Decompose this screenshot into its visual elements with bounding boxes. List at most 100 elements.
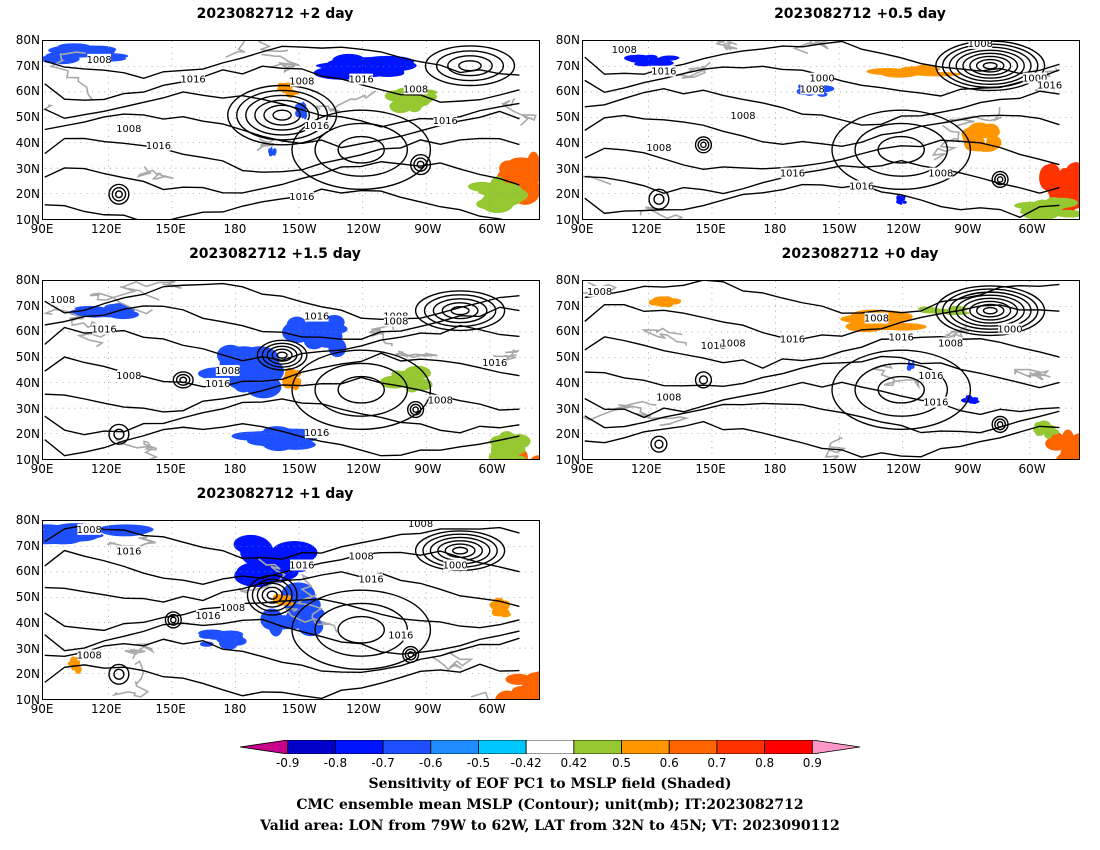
contour-label-bg	[196, 610, 220, 621]
contour-isobar	[402, 645, 420, 664]
lon-axis-labels: 90E 120E 150E 180 150W 120W 90W 60W	[31, 222, 540, 236]
contour-isobar	[44, 282, 520, 320]
contour-label-bg	[721, 337, 745, 349]
contour-isobar	[996, 176, 1004, 183]
sensitivity-shade	[1045, 424, 1055, 433]
sensitivity-shade	[920, 310, 947, 314]
contour-label: 1016	[304, 312, 329, 323]
contour-label: 1016	[1037, 80, 1062, 91]
sensitivity-shade	[229, 633, 244, 644]
colorbar-tick-label: 0.6	[659, 756, 679, 770]
lat-axis-labels: 80N 70N 60N 50N 40N 30N 20N 10N	[540, 33, 580, 227]
lat-tick-label: 20N	[555, 427, 580, 442]
contour-label-bg	[701, 340, 726, 352]
colorbar-tick-label: -0.7	[371, 756, 395, 770]
contour-isobar	[261, 342, 303, 368]
contour-isobar	[423, 294, 497, 328]
map-canvas: 1008101610081000100810081016101610081000…	[583, 41, 1079, 219]
contour-isobar	[314, 362, 409, 417]
contour-isobar	[948, 291, 1032, 330]
lon-tick-label: 150W	[821, 462, 857, 476]
contour-label: 1016	[304, 121, 329, 132]
sensitivity-shade	[968, 122, 991, 137]
contour-isobar	[409, 154, 432, 176]
lon-tick-label: 90W	[414, 222, 442, 236]
contour-label-bg	[92, 323, 116, 335]
contour-label: 1008	[968, 41, 993, 50]
contour-label-bg	[998, 323, 1022, 335]
lat-tick-label: 70N	[15, 58, 40, 73]
colorbar-tick-label: 0.5	[611, 756, 632, 770]
contour-isobar	[654, 439, 664, 449]
sensitivity-shade	[57, 43, 91, 50]
contour-isobar	[412, 406, 419, 413]
contour-label-bg	[482, 357, 507, 369]
coastline	[715, 41, 738, 51]
sensitivity-shade	[505, 673, 532, 685]
colorbar-tick-label: -0.6	[419, 756, 443, 770]
lon-tick-label: 150E	[155, 222, 186, 236]
coastline	[369, 324, 395, 347]
contour-isobar	[167, 613, 180, 626]
contour-isobar	[935, 285, 1046, 337]
lat-tick-label: 60N	[555, 324, 580, 339]
contour-label: 1016	[116, 547, 141, 558]
map-plot: 1008 1016 1008 1016 1016 1008 1008 1016 1008 1016…	[42, 280, 540, 460]
lon-tick-label: 150W	[281, 702, 317, 716]
contour-isobar	[266, 345, 298, 365]
sensitivity-shade	[526, 177, 539, 195]
contour-isobar	[447, 55, 493, 77]
contour-label: 1008	[87, 55, 112, 66]
lat-tick-label: 30N	[555, 401, 580, 416]
contour-isobar	[108, 663, 130, 685]
contour-label-bg	[77, 649, 102, 661]
panel-plus0.5-day: 2023082712 +0.5 day 1008 1016 1008 1000 1008…	[540, 0, 1100, 250]
contour-isobar	[337, 615, 385, 644]
coastline	[431, 650, 474, 671]
contour-isobar	[584, 402, 1060, 434]
lat-tick-label: 40N	[15, 615, 40, 630]
contour-isobar	[175, 373, 191, 386]
contour-label-bg	[923, 396, 948, 408]
coastline	[136, 166, 174, 180]
contour-isobar	[969, 300, 1012, 321]
lon-tick-label: 120W	[346, 462, 381, 476]
contour-label: 1016	[433, 116, 458, 127]
contour-label: 1008	[349, 552, 374, 563]
contour-label-bg	[656, 391, 681, 403]
coastline	[225, 41, 289, 59]
sensitivity-shade	[74, 664, 82, 674]
contour-label-bg	[349, 73, 374, 85]
sensitivity-shade	[264, 439, 293, 452]
contour-label-bg	[800, 83, 825, 95]
contour-label-bg	[731, 110, 755, 122]
lat-tick-label: 10N	[555, 213, 580, 227]
contour-label-bg	[304, 120, 329, 131]
panel-title: 2023082712 +1 day	[196, 486, 354, 502]
contour-label: 1008	[116, 124, 141, 135]
contour-isobar	[245, 94, 320, 136]
sensitivity-shade	[499, 611, 511, 618]
contour-isobar	[44, 188, 504, 219]
contour-isobar	[169, 616, 177, 624]
lat-tick-label: 30N	[15, 401, 40, 416]
contour-label: 1008	[220, 603, 245, 614]
colorbar-tick-label: 0.7	[707, 756, 727, 770]
contour-isobar	[44, 137, 520, 173]
contour-label-bg	[587, 285, 612, 297]
sensitivity-shade	[272, 148, 277, 153]
contour-isobar	[877, 135, 925, 164]
contour-isobar	[698, 375, 709, 385]
contour-isobar	[955, 294, 1025, 327]
contour-label-bg	[388, 629, 413, 641]
contour-label-bg	[304, 310, 329, 322]
colorbar-labels: -0.9 -0.8 -0.7 -0.6 -0.5 -0.42 0.42 0.5 0.6 0.7 0.…	[240, 756, 860, 770]
contour-label-bg	[652, 65, 676, 77]
coastline	[119, 281, 182, 301]
panel-title: 2023082712 +2 day	[196, 6, 354, 22]
contour-isobar	[584, 335, 1060, 369]
lon-tick-label: 150E	[155, 462, 186, 476]
contour-label-bg	[612, 43, 637, 55]
